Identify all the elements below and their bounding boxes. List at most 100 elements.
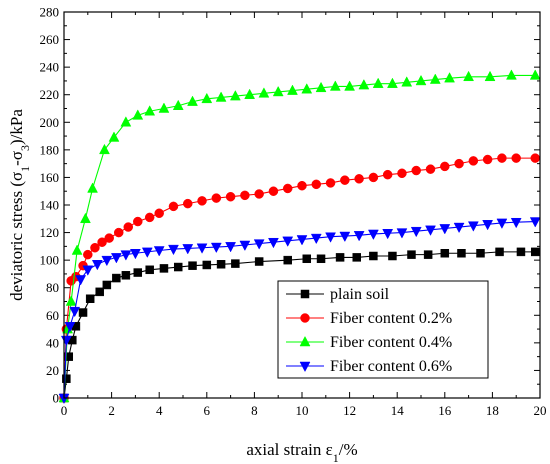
legend-label: Fiber content 0.2% (330, 310, 452, 327)
data-point (65, 295, 77, 306)
legend-label: plain soil (330, 286, 390, 303)
data-point (154, 208, 164, 219)
data-point (382, 229, 394, 240)
data-point (87, 182, 98, 193)
legend-label: Fiber content 0.6% (330, 358, 452, 375)
data-point (201, 92, 213, 104)
data-point (85, 294, 95, 303)
data-point (497, 153, 507, 163)
y-axis-title-part1: deviatoric stress (σ (7, 172, 26, 301)
data-point (69, 306, 81, 318)
data-point (369, 251, 378, 261)
x-tick-label: 10 (296, 403, 309, 418)
data-point (158, 102, 170, 113)
data-point (282, 236, 294, 247)
data-point (463, 70, 475, 82)
data-point (372, 77, 384, 88)
data-point (133, 268, 143, 277)
data-point (225, 191, 236, 202)
data-point (423, 250, 433, 259)
data-point (99, 143, 110, 155)
data-point (387, 77, 398, 88)
data-point (244, 88, 256, 99)
data-point (287, 84, 298, 95)
data-point (104, 233, 114, 243)
y-axis-title-part2: -σ (7, 151, 26, 166)
y-tick-label: 200 (40, 115, 60, 130)
data-point (344, 80, 356, 91)
x-tick-label: 4 (156, 403, 163, 418)
y-tick-label: 100 (40, 253, 60, 268)
data-point (215, 91, 227, 102)
x-tick-label: 0 (61, 403, 68, 418)
data-point (145, 265, 154, 275)
data-point (183, 198, 193, 209)
data-point (382, 169, 393, 180)
data-point (62, 374, 71, 383)
legend-swatch-marker (299, 335, 311, 347)
data-point (453, 222, 465, 234)
data-point (339, 231, 351, 243)
data-point (187, 95, 198, 106)
data-point (316, 254, 326, 264)
data-point (83, 249, 93, 260)
data-point (467, 221, 479, 232)
axis-ticks (63, 11, 541, 399)
data-point (340, 175, 350, 185)
y-axis-title-part3: )/kPa (7, 109, 26, 145)
series-4 (58, 217, 541, 405)
x-tick-label: 14 (391, 403, 405, 418)
data-point (511, 153, 521, 163)
data-point (358, 79, 370, 90)
data-point (444, 72, 455, 83)
data-point (495, 247, 504, 257)
data-point (121, 271, 131, 280)
data-point (482, 154, 493, 165)
data-point (411, 165, 421, 176)
y-tick-label: 80 (46, 280, 59, 295)
data-point (258, 87, 270, 98)
x-tick-label: 20 (534, 403, 547, 418)
data-point (95, 287, 104, 297)
data-point (120, 250, 132, 261)
data-point (325, 232, 336, 243)
data-point (168, 201, 179, 212)
data-point (529, 217, 541, 228)
data-point (439, 224, 451, 235)
legend-box (277, 280, 489, 379)
y-axis-title: deviatoric stress (σ1-σ3)/kPa (7, 109, 32, 301)
data-point (311, 179, 322, 190)
data-point (78, 308, 88, 317)
data-point (173, 262, 183, 272)
data-point (108, 131, 120, 142)
y-tick-labels: 0 20 40 60 80 100 120 140 160 180 200 220 240 260 280 (40, 5, 60, 406)
data-point (112, 273, 121, 283)
data-point (283, 255, 292, 265)
data-point (407, 250, 416, 259)
legend-item: Fiber content 0.2% (286, 310, 452, 327)
data-point (75, 275, 87, 286)
data-point (254, 189, 264, 199)
data-point (225, 242, 237, 253)
series-3 (58, 69, 541, 403)
data-point (80, 212, 91, 224)
data-point (454, 158, 464, 169)
data-point (196, 243, 208, 254)
data-point (325, 178, 336, 188)
y-tick-label: 280 (40, 5, 60, 20)
data-point (97, 237, 107, 247)
series-layer (58, 69, 541, 405)
legend-swatch-marker (300, 289, 310, 299)
data-point (397, 168, 407, 179)
data-point (310, 233, 322, 245)
x-axis-title-main: axial strain ε (246, 440, 332, 459)
data-point (168, 244, 179, 256)
y-tick-label: 20 (46, 363, 59, 378)
legend-swatch-marker (300, 313, 310, 323)
data-point (296, 235, 308, 246)
data-point (457, 249, 466, 258)
legend: plain soil Fiber content 0.2% Fiber conten… (277, 280, 489, 379)
data-point (530, 153, 540, 163)
data-point (301, 83, 313, 94)
